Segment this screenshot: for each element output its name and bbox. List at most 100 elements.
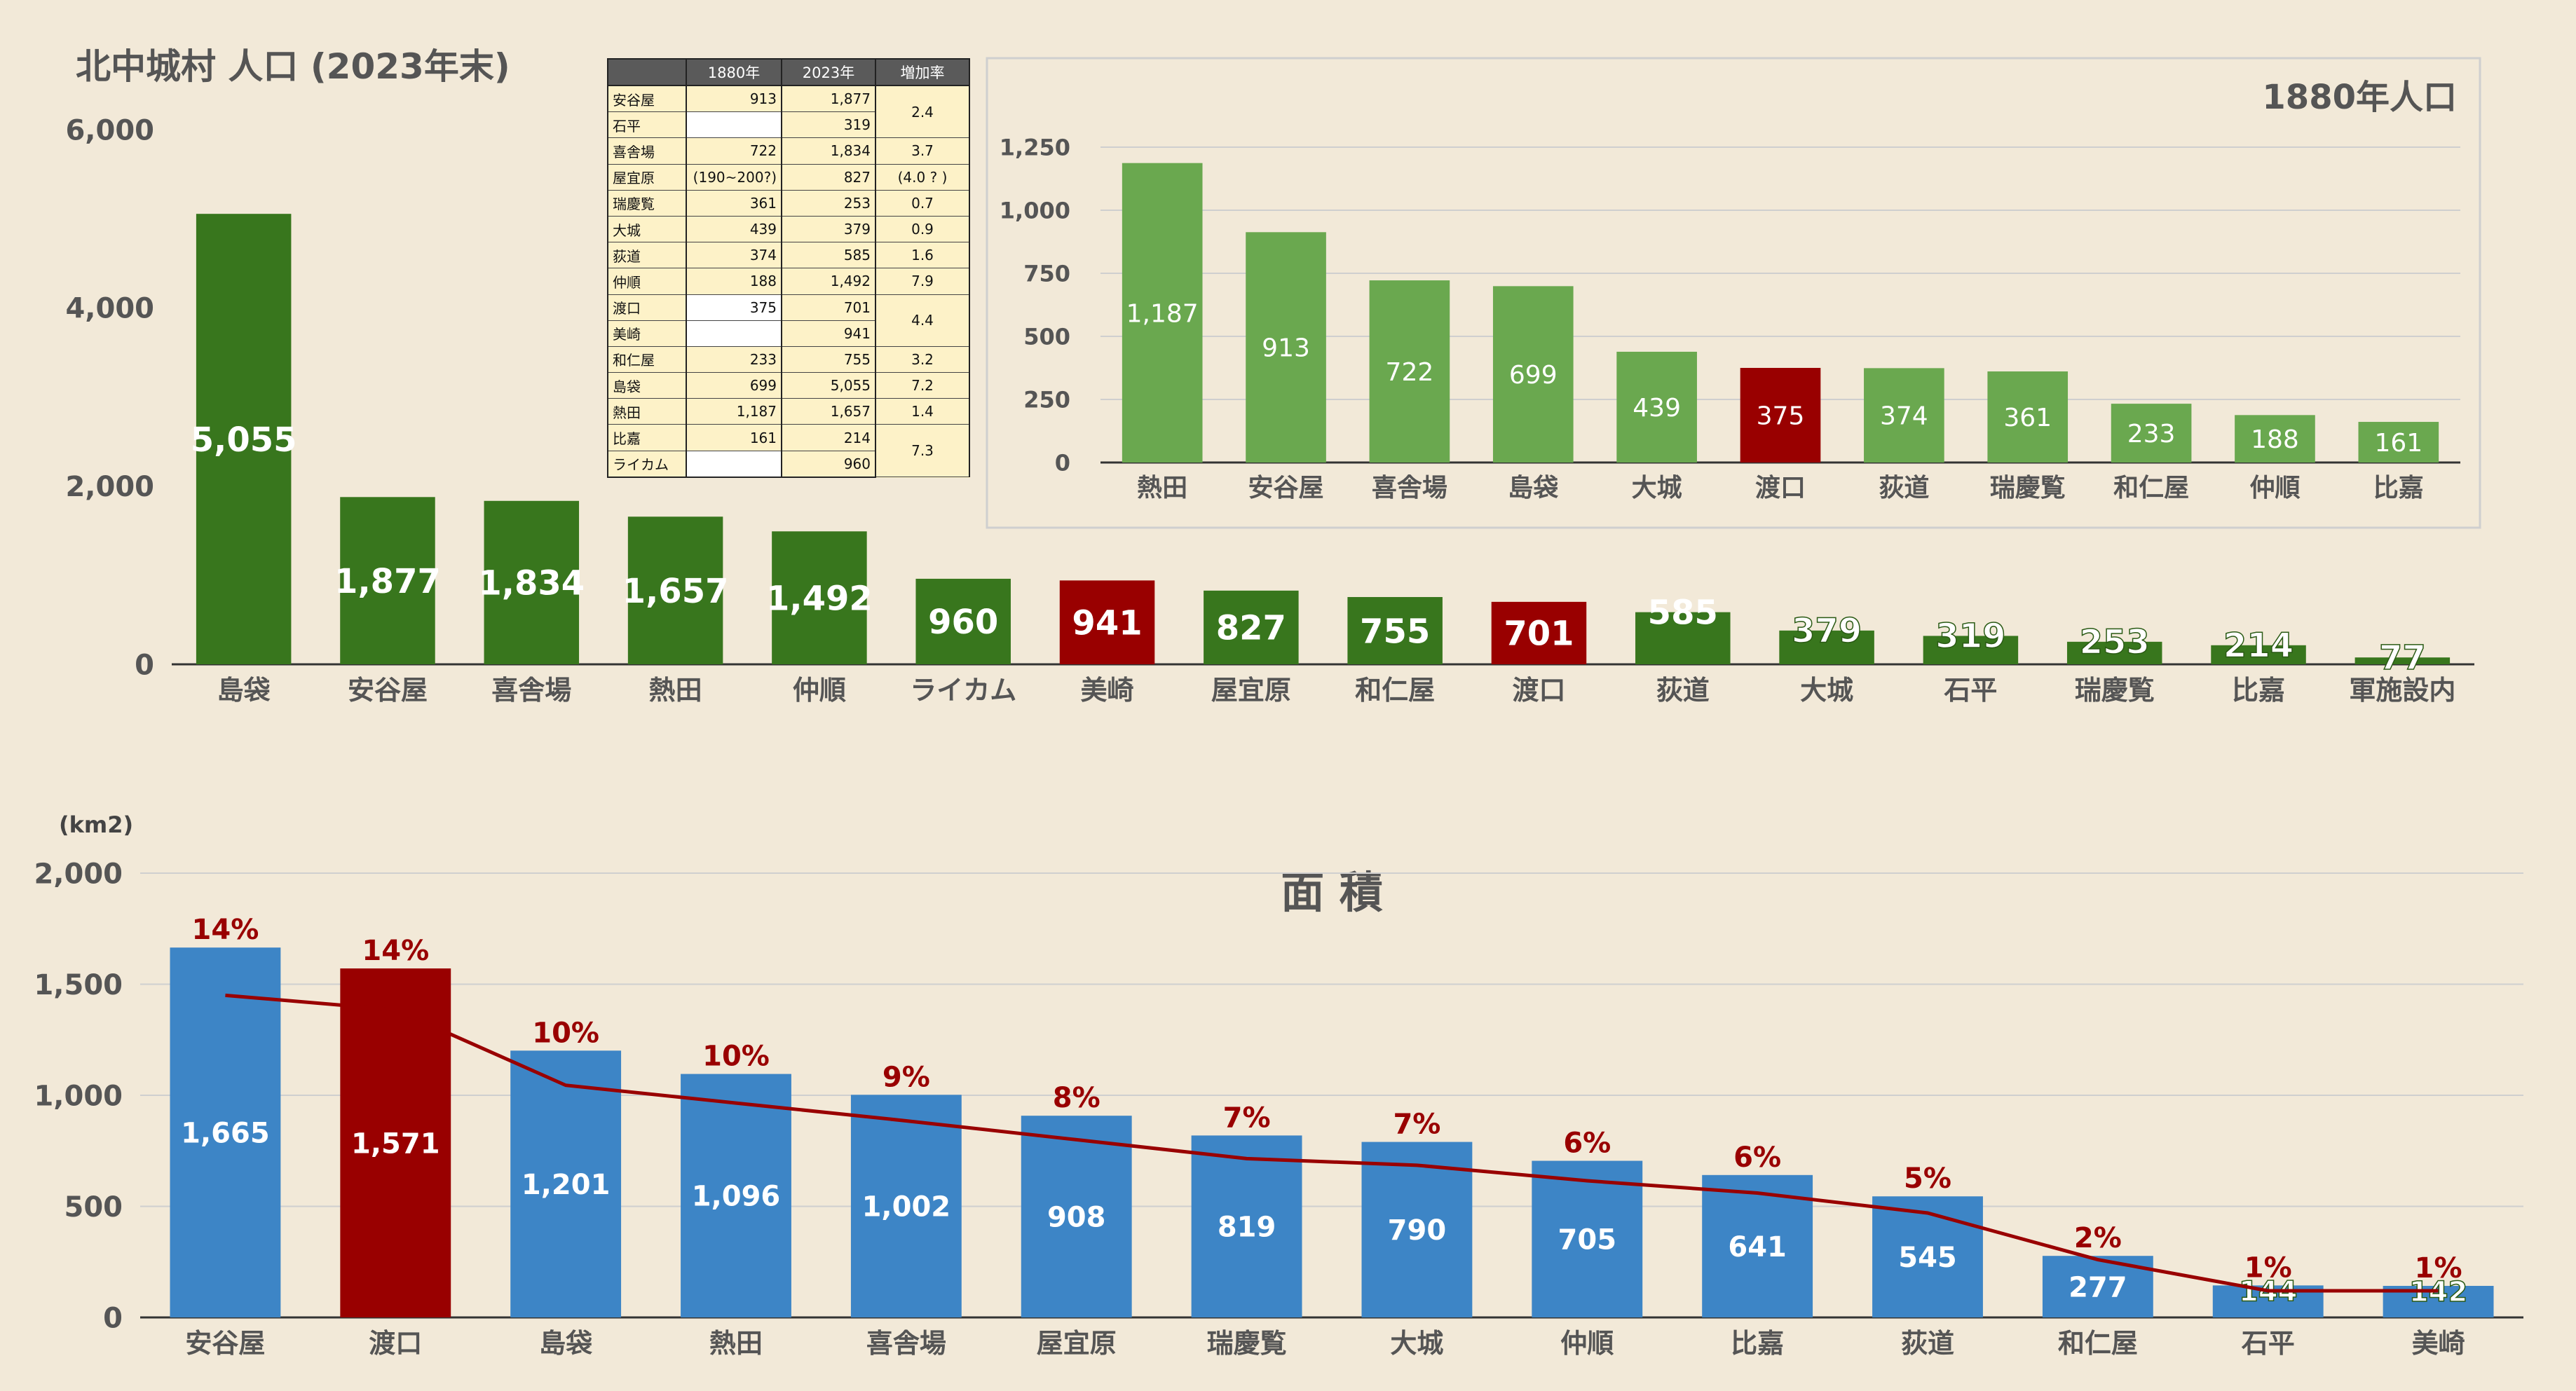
bar <box>2211 645 2306 664</box>
table-cell: 仲順 <box>607 268 687 295</box>
table-row: 渡口 375 701 4.4 <box>607 294 970 347</box>
table-cell: 0.7 <box>875 190 970 217</box>
bar-percent-label: 14% <box>192 914 259 946</box>
table-cell: 7.9 <box>875 268 970 295</box>
bar <box>170 947 281 1317</box>
y-tick-label: 0 <box>103 1302 123 1334</box>
x-tick-label: 仲順 <box>793 675 846 706</box>
table-cell: 島袋 <box>607 372 687 399</box>
x-tick-label: 喜舎場 <box>866 1328 946 1359</box>
x-tick-label: 大城 <box>1390 1328 1443 1359</box>
bar-value-label: 827 <box>1216 609 1286 648</box>
x-tick-label: 熱田 <box>1137 474 1187 502</box>
x-tick-label: 熱田 <box>649 675 702 706</box>
bar-value-label: 319 <box>1935 617 2005 656</box>
table-cell: 1,492 <box>781 268 876 295</box>
table-row: 石平 319 <box>607 111 969 139</box>
bar-percent-label: 5% <box>1904 1163 1951 1195</box>
table-cell: 374 <box>686 242 782 269</box>
table-cell: 1.4 <box>875 398 970 425</box>
table-header-cell: 増加率 <box>875 58 970 86</box>
bar <box>1191 1135 1302 1317</box>
table-cell: 和仁屋 <box>607 346 687 374</box>
bar-value-label: 1,492 <box>766 579 873 618</box>
table-cell: 1,877 <box>781 85 876 113</box>
bar-percent-label: 1% <box>2244 1252 2292 1284</box>
y-tick-label: 1,250 <box>1000 135 1070 161</box>
bar-value-label: 439 <box>1633 394 1681 423</box>
y-tick-label: 0 <box>135 649 154 681</box>
y-tick-label: 1,000 <box>1000 198 1070 224</box>
pop2023-bars: 5,055 島袋 1,877 安谷屋 1,834 喜舎場 1,657 熱田 1,492 仲順 960… <box>191 214 2455 706</box>
pop2023-y-axis: 0 2,000 4,000 6,000 <box>65 114 2474 681</box>
bar <box>1616 351 1697 462</box>
x-tick-label: 島袋 <box>217 675 271 706</box>
table-cell: 375 <box>686 294 782 321</box>
bar <box>1779 630 1874 664</box>
population-table: 1880年 2023年 増加率 安谷屋 913 1,877 2.4 石平 319 喜舎場 72… <box>607 58 970 478</box>
bar-value-label: 1,834 <box>478 564 585 603</box>
table-cell: 喜舎場 <box>607 137 687 165</box>
table-row: 和仁屋 233 755 3.2 <box>607 346 970 374</box>
pop1880-panel <box>986 57 2481 529</box>
table-row: 喜舎場 722 1,834 3.7 <box>607 137 970 165</box>
table-row: ライカム 960 <box>607 451 969 478</box>
y-tick-label: 2,000 <box>34 858 123 890</box>
table-cell: 石平 <box>607 111 687 139</box>
table-header-cell <box>607 58 687 86</box>
x-tick-label: 比嘉 <box>1731 1328 1784 1359</box>
bar <box>1246 232 1326 462</box>
table-cell: (4.0 ? ) <box>875 164 970 191</box>
x-tick-label: 石平 <box>1944 675 1997 706</box>
bar <box>1204 590 1299 664</box>
bar-value-label: 161 <box>2374 429 2422 458</box>
table-cell: 699 <box>686 372 782 399</box>
pop2023-title: 北中城村 人口 (2023年末) <box>76 46 510 87</box>
x-tick-label: 渡口 <box>369 1328 422 1359</box>
bar-value-label: 941 <box>1072 603 1142 643</box>
bar <box>340 497 435 664</box>
bar <box>2354 657 2451 664</box>
bar-value-label: 755 <box>1360 612 1430 651</box>
table-cell: 361 <box>686 190 782 217</box>
y-tick-label: 0 <box>1055 450 1070 477</box>
x-tick-label: 喜舎場 <box>1372 474 1447 502</box>
bar <box>1987 371 2069 462</box>
table-row: 島袋 699 5,055 7.2 <box>607 372 970 399</box>
bar <box>1347 596 1443 664</box>
x-tick-label: 和仁屋 <box>2058 1328 2138 1359</box>
table-cell: 2.4 <box>875 85 970 139</box>
bar-value-label: 77 <box>2379 638 2426 678</box>
y-tick-label: 4,000 <box>65 293 154 325</box>
table-row: 熱田 1,187 1,657 1.4 <box>607 398 970 425</box>
y-tick-label: 750 <box>1023 261 1070 287</box>
bar <box>627 516 723 664</box>
pop1880-chart: 1880年人口 0 250 500 750 1,000 1,250 1,187 熱田 913 安… <box>986 57 2481 529</box>
area-title: 面 積 <box>1281 867 1383 918</box>
x-tick-label: ライカム <box>910 675 1016 706</box>
x-tick-label: 仲順 <box>2249 474 2300 502</box>
bar-value-label: 1,187 <box>1126 299 1199 328</box>
table-cell: 5,055 <box>781 372 876 399</box>
bar-value-label: 1,571 <box>351 1128 440 1160</box>
x-tick-label: 屋宜原 <box>1211 675 1291 706</box>
x-tick-label: 荻道 <box>1901 1328 1954 1359</box>
pop1880-title: 1880年人口 <box>2262 78 2457 117</box>
x-tick-label: 渡口 <box>1755 474 1806 502</box>
y-tick-label: 250 <box>1023 387 1070 413</box>
bar-value-label: 1,201 <box>522 1169 611 1201</box>
x-tick-label: 美崎 <box>2412 1328 2465 1359</box>
table-cell: 319 <box>781 111 876 139</box>
table-cell: 439 <box>686 216 782 243</box>
bar <box>1923 636 2019 664</box>
table-cell: 722 <box>686 137 782 165</box>
table-header-cell: 1880年 <box>686 58 782 86</box>
table-cell: 960 <box>781 451 876 478</box>
bar-value-label: 374 <box>1880 402 1928 431</box>
table-cell: 379 <box>781 216 876 243</box>
table-cell: ライカム <box>607 451 687 478</box>
bar-value-label: 188 <box>2251 425 2299 454</box>
table-cell: 585 <box>781 242 876 269</box>
